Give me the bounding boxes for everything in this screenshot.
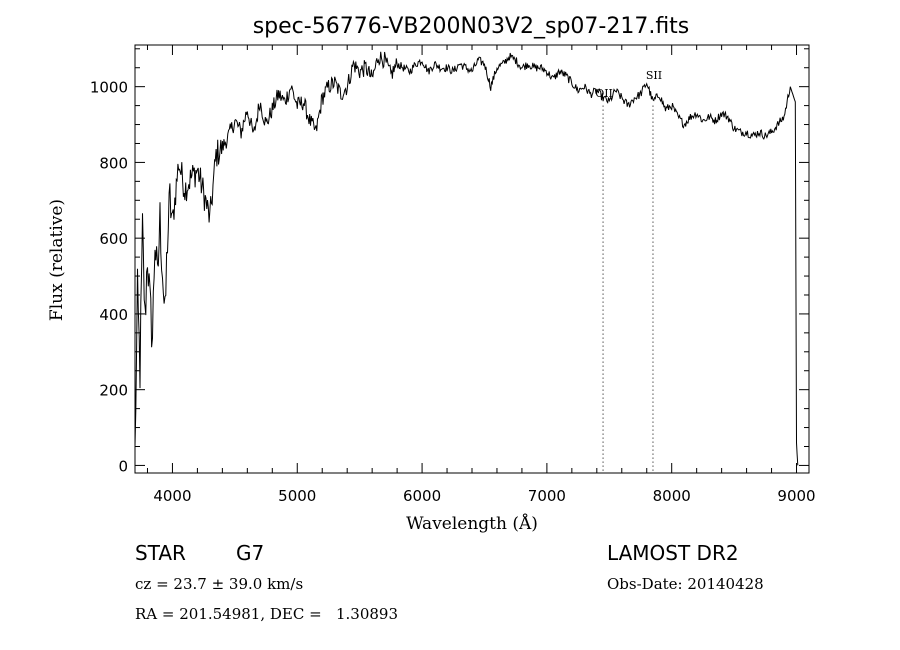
plot-frame [134,44,810,474]
observation-date: Obs-Date: 20140428 [607,575,764,593]
y-axis-ticks: 0 200 400 600 800 1000 [90,48,809,475]
annotation-group: OII SII [595,69,662,100]
x-tick-label: 8000 [653,487,691,505]
y-tick-label: 1000 [90,79,128,97]
redshift-info: cz = 23.7 ± 39.0 km/s [135,575,304,593]
x-tick-label: 6000 [403,487,441,505]
y-axis-label: Flux (relative) [47,199,67,321]
x-tick-label: 4000 [153,487,191,505]
y-tick-label: 600 [99,230,128,248]
x-axis-label: Wavelength (Å) [406,513,538,534]
line-annotation: SII [646,69,662,82]
y-tick-label: 200 [99,382,128,400]
x-tick-label: 7000 [528,487,566,505]
spectrum-line [134,51,799,466]
y-tick-label: 800 [99,154,128,172]
survey-name: LAMOST DR2 [607,541,739,565]
x-tick-label: 9000 [777,487,815,505]
object-subclass: G7 [236,541,265,565]
x-axis-ticks: 4000 5000 6000 7000 8000 9000 [146,45,816,505]
line-marker-group [602,105,654,473]
coordinates: RA = 201.54981, DEC = 1.30893 [135,605,399,623]
line-annotation: OII [595,87,613,100]
object-type: STAR [135,541,186,565]
chart-title: spec-56776-VB200N03V2_sp07-217.fits [253,14,690,39]
x-tick-label: 5000 [278,487,316,505]
y-tick-label: 400 [99,306,128,324]
y-tick-label: 0 [118,457,128,475]
